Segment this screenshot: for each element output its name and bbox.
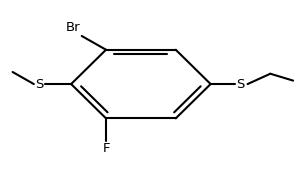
Text: S: S xyxy=(35,78,44,90)
Text: Br: Br xyxy=(65,21,80,34)
Text: S: S xyxy=(237,78,245,90)
Text: F: F xyxy=(102,142,110,155)
